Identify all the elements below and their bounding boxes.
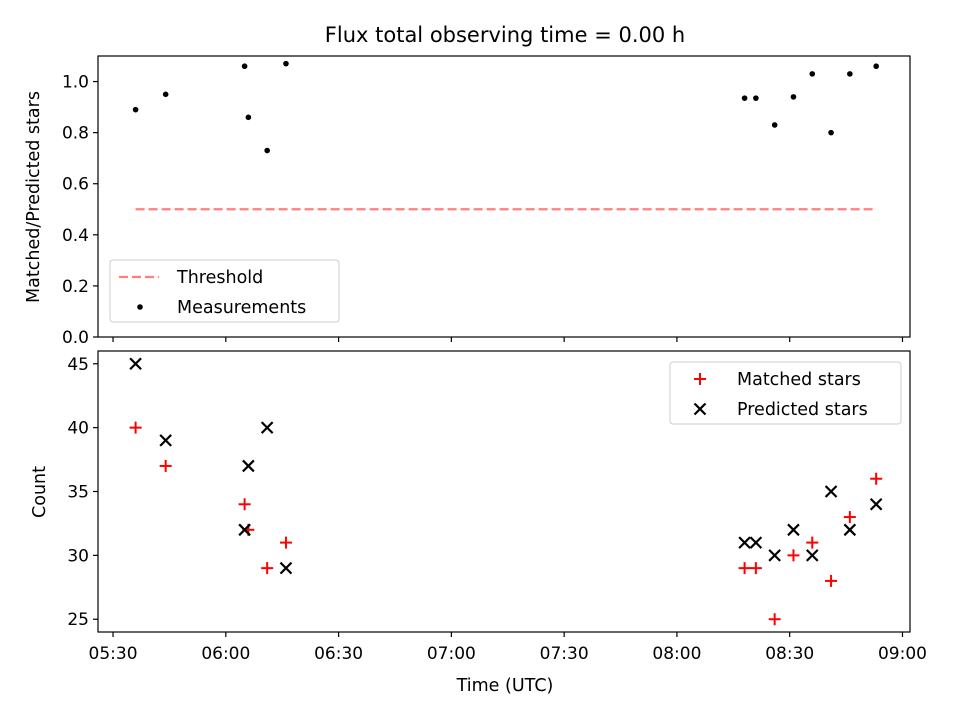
matched-star-point xyxy=(806,536,819,549)
y-tick-label: 0.8 xyxy=(62,124,89,144)
x-tick-label: 07:00 xyxy=(427,644,476,664)
legend-label: Threshold xyxy=(176,268,263,288)
y-tick-label: 40 xyxy=(67,419,89,439)
bottom-ylabel: Count xyxy=(30,466,50,518)
matched-star-point xyxy=(738,562,751,575)
x-tick-label: 08:30 xyxy=(765,644,814,664)
predicted-star-point xyxy=(238,523,251,537)
predicted-star-point xyxy=(129,357,142,371)
top-legend: Threshold Measurements xyxy=(109,259,340,323)
legend-item: Measurements xyxy=(137,298,306,318)
x-tick-label: 06:30 xyxy=(314,644,363,664)
measurement-point xyxy=(132,106,139,113)
matched-star-point xyxy=(768,613,781,626)
legend-box xyxy=(669,361,902,425)
measurement-point xyxy=(241,63,248,70)
legend-item: Matched stars xyxy=(694,370,861,390)
predicted-star-point xyxy=(824,485,838,498)
matched-star-point xyxy=(787,549,800,562)
matched-star-point xyxy=(279,536,292,549)
bottom-legend: Matched stars Predicted stars xyxy=(669,361,902,425)
matched-star-point xyxy=(825,574,838,587)
y-tick-label: 25 xyxy=(67,610,89,630)
y-tick-label: 0.6 xyxy=(62,175,89,195)
matched-star-point xyxy=(870,472,883,485)
matched-star-point xyxy=(749,562,762,575)
predicted-star-point xyxy=(843,523,857,537)
measurement-point xyxy=(828,129,834,136)
measurement-point xyxy=(741,95,748,101)
predicted-star-point xyxy=(869,497,883,511)
legend-label: Matched stars xyxy=(737,370,861,390)
top-ylabel: Matched/Predicted stars xyxy=(24,91,44,303)
matched-star-point xyxy=(129,421,142,434)
y-tick-label: 0.2 xyxy=(62,277,89,297)
predicted-star-point xyxy=(260,421,274,434)
measurement-point xyxy=(162,91,169,98)
legend-label: Measurements xyxy=(177,298,306,318)
y-tick-label: 45 xyxy=(67,355,89,375)
matched-star-point xyxy=(238,498,251,511)
y-tick-label: 0.4 xyxy=(62,226,89,246)
predicted-star-point xyxy=(749,536,763,549)
y-tick-label: 30 xyxy=(67,546,89,566)
x-tick-label: 08:00 xyxy=(652,644,701,664)
predicted-star-point xyxy=(159,434,172,447)
bottom-xlabel: Time (UTC) xyxy=(456,676,554,696)
bottom-panel: 25 30 35 40 45 05:30 06:00 06:30 07:00 07:30 08:00… xyxy=(67,350,927,664)
figure-title: Flux total observing time = 0.00 h xyxy=(325,23,685,47)
measurement-point xyxy=(847,71,853,77)
plot-frame xyxy=(97,55,911,338)
y-tick-label: 0.0 xyxy=(62,328,89,348)
matched-star-point xyxy=(159,459,172,472)
measurement-point xyxy=(264,147,270,154)
legend-swatch xyxy=(693,402,707,416)
predicted-star-point xyxy=(768,549,781,562)
predicted-star-point xyxy=(242,459,255,473)
legend-item: Predicted stars xyxy=(693,400,868,420)
matched-star-point xyxy=(843,511,856,524)
measurement-point xyxy=(790,94,797,100)
x-tick-label: 07:30 xyxy=(540,644,589,664)
x-tick-label: 05:30 xyxy=(89,644,138,664)
predicted-star-point xyxy=(279,561,293,575)
x-tick-label: 09:00 xyxy=(878,644,927,664)
measurement-point xyxy=(283,60,289,67)
measurement-point xyxy=(245,114,252,121)
top-panel: 0.0 0.2 0.4 0.6 0.8 1.0 Threshold Measurements xyxy=(62,55,911,348)
measurement-point xyxy=(873,63,879,70)
measurement-point xyxy=(809,71,816,77)
legend-box xyxy=(109,259,340,323)
y-tick-label: 35 xyxy=(67,483,89,503)
x-tick-label: 06:00 xyxy=(201,644,250,664)
legend-item: Threshold xyxy=(119,268,263,288)
predicted-star-point xyxy=(787,523,800,537)
legend-label: Predicted stars xyxy=(737,400,868,420)
predicted-star-point xyxy=(738,536,751,549)
y-tick-label: 1.0 xyxy=(62,73,89,93)
legend-swatch xyxy=(137,304,143,310)
measurement-point xyxy=(753,95,759,101)
predicted-star-point xyxy=(805,549,819,562)
measurement-point xyxy=(771,122,778,128)
matched-star-point xyxy=(261,562,274,575)
